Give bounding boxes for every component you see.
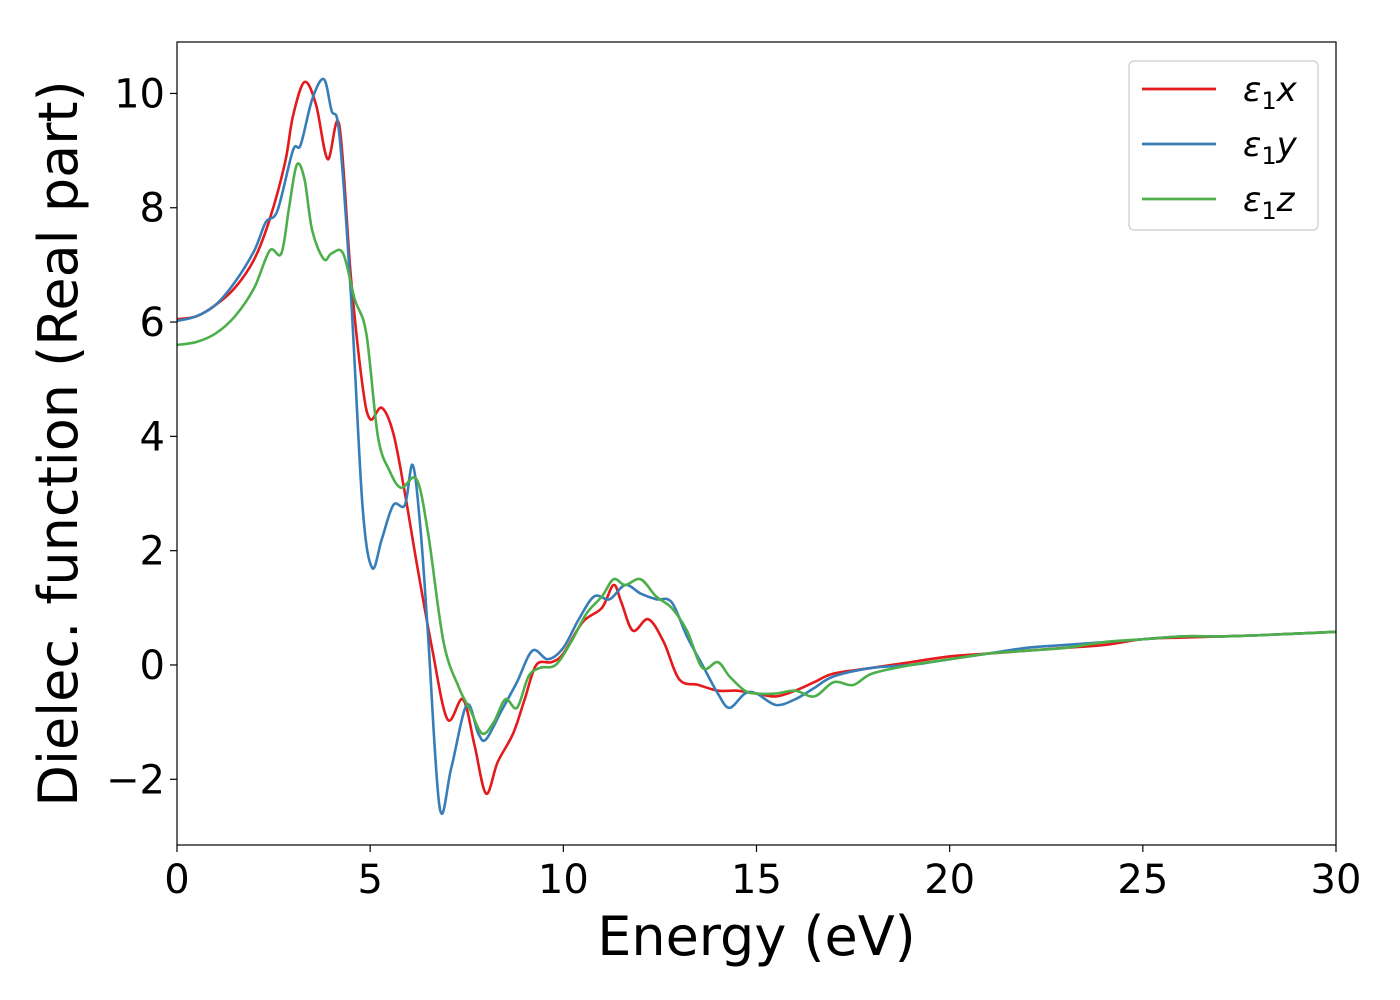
- y-tick-label: 2: [140, 529, 165, 575]
- x-axis-ticks: 0 5 10 15 20 25 30: [164, 845, 1361, 903]
- x-tick-label: 10: [538, 857, 589, 903]
- legend: ε1x ε1y ε1z: [1128, 60, 1319, 231]
- x-tick-label: 0: [164, 857, 189, 903]
- legend-items: ε1x ε1y ε1z: [1142, 70, 1298, 225]
- y-tick-label: −2: [106, 757, 165, 803]
- x-tick-label: 30: [1311, 857, 1362, 903]
- x-tick-label: 5: [357, 857, 382, 903]
- series-line-z: [177, 162, 1336, 736]
- legend-box: [1128, 60, 1319, 231]
- legend-label-x: ε1x: [1243, 70, 1298, 115]
- x-axis-title: Energy (eV): [597, 905, 916, 968]
- x-tick-label: 15: [731, 857, 782, 903]
- legend-label-y: ε1y: [1243, 125, 1298, 170]
- y-tick-label: 4: [140, 414, 165, 460]
- y-axis-ticks: −2 0 2 4 6 8 10: [106, 71, 177, 803]
- y-tick-label: 10: [114, 71, 165, 117]
- y-tick-label: 8: [140, 186, 165, 232]
- legend-label-z: ε1z: [1243, 180, 1296, 225]
- x-tick-label: 25: [1117, 857, 1168, 903]
- series-line-x: [177, 80, 1336, 795]
- y-axis-title: Dielec. function (Real part): [27, 80, 90, 806]
- y-tick-label: 6: [140, 300, 165, 346]
- x-tick-label: 20: [924, 857, 975, 903]
- y-tick-label: 0: [140, 643, 165, 689]
- series-layer: [177, 77, 1336, 816]
